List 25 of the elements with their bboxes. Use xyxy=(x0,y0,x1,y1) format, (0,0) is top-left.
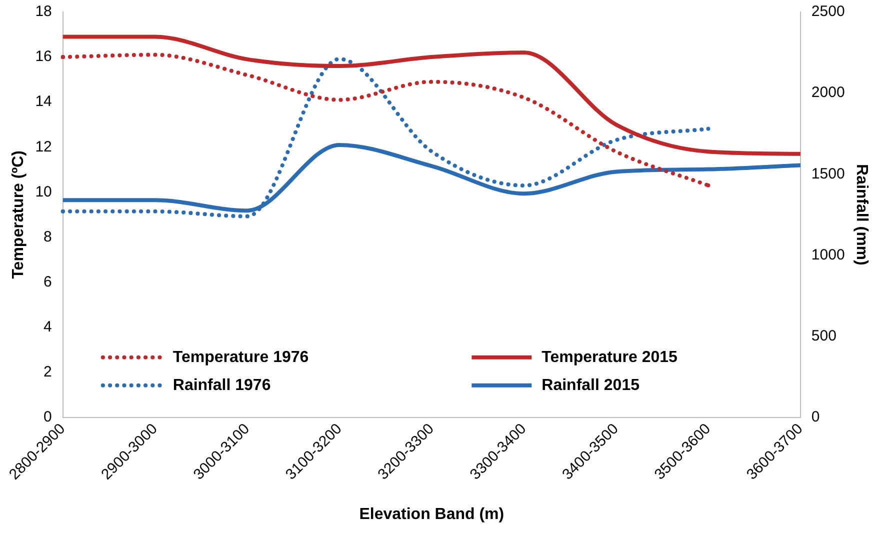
y-tick-label: 18 xyxy=(35,3,52,20)
line-series xyxy=(60,34,802,156)
y2-tick-label: 2500 xyxy=(811,3,845,20)
y-tick-label: 12 xyxy=(35,138,52,156)
y-axis-title: Temperature (ºC) xyxy=(10,150,28,279)
y-tick-label: 16 xyxy=(35,48,52,66)
y-tick-label: 6 xyxy=(44,273,52,290)
legend-label: Temperature 1976 xyxy=(172,348,309,366)
y2-tick-label: 1000 xyxy=(811,246,845,264)
line-series xyxy=(60,52,710,188)
y-tick-label: 0 xyxy=(44,408,52,426)
y-tick-label: 10 xyxy=(35,183,52,200)
x-axis-title: Elevation Band (m) xyxy=(359,506,504,523)
y-tick-label: 2 xyxy=(44,363,52,380)
legend-label: Rainfall 1976 xyxy=(172,376,271,394)
legend-label: Rainfall 2015 xyxy=(542,376,640,394)
y2-axis-title: Rainfall (mm) xyxy=(852,164,870,266)
y2-tick-label: 2000 xyxy=(811,84,845,102)
y2-tick-label: 500 xyxy=(811,327,836,344)
y-tick-label: 4 xyxy=(44,318,52,336)
legend-label: Temperature 2015 xyxy=(542,348,678,366)
y2-tick-label: 1500 xyxy=(811,165,845,182)
y-tick-label: 8 xyxy=(44,228,52,246)
y-tick-label: 14 xyxy=(35,93,52,110)
y2-tick-label: 0 xyxy=(811,408,820,426)
